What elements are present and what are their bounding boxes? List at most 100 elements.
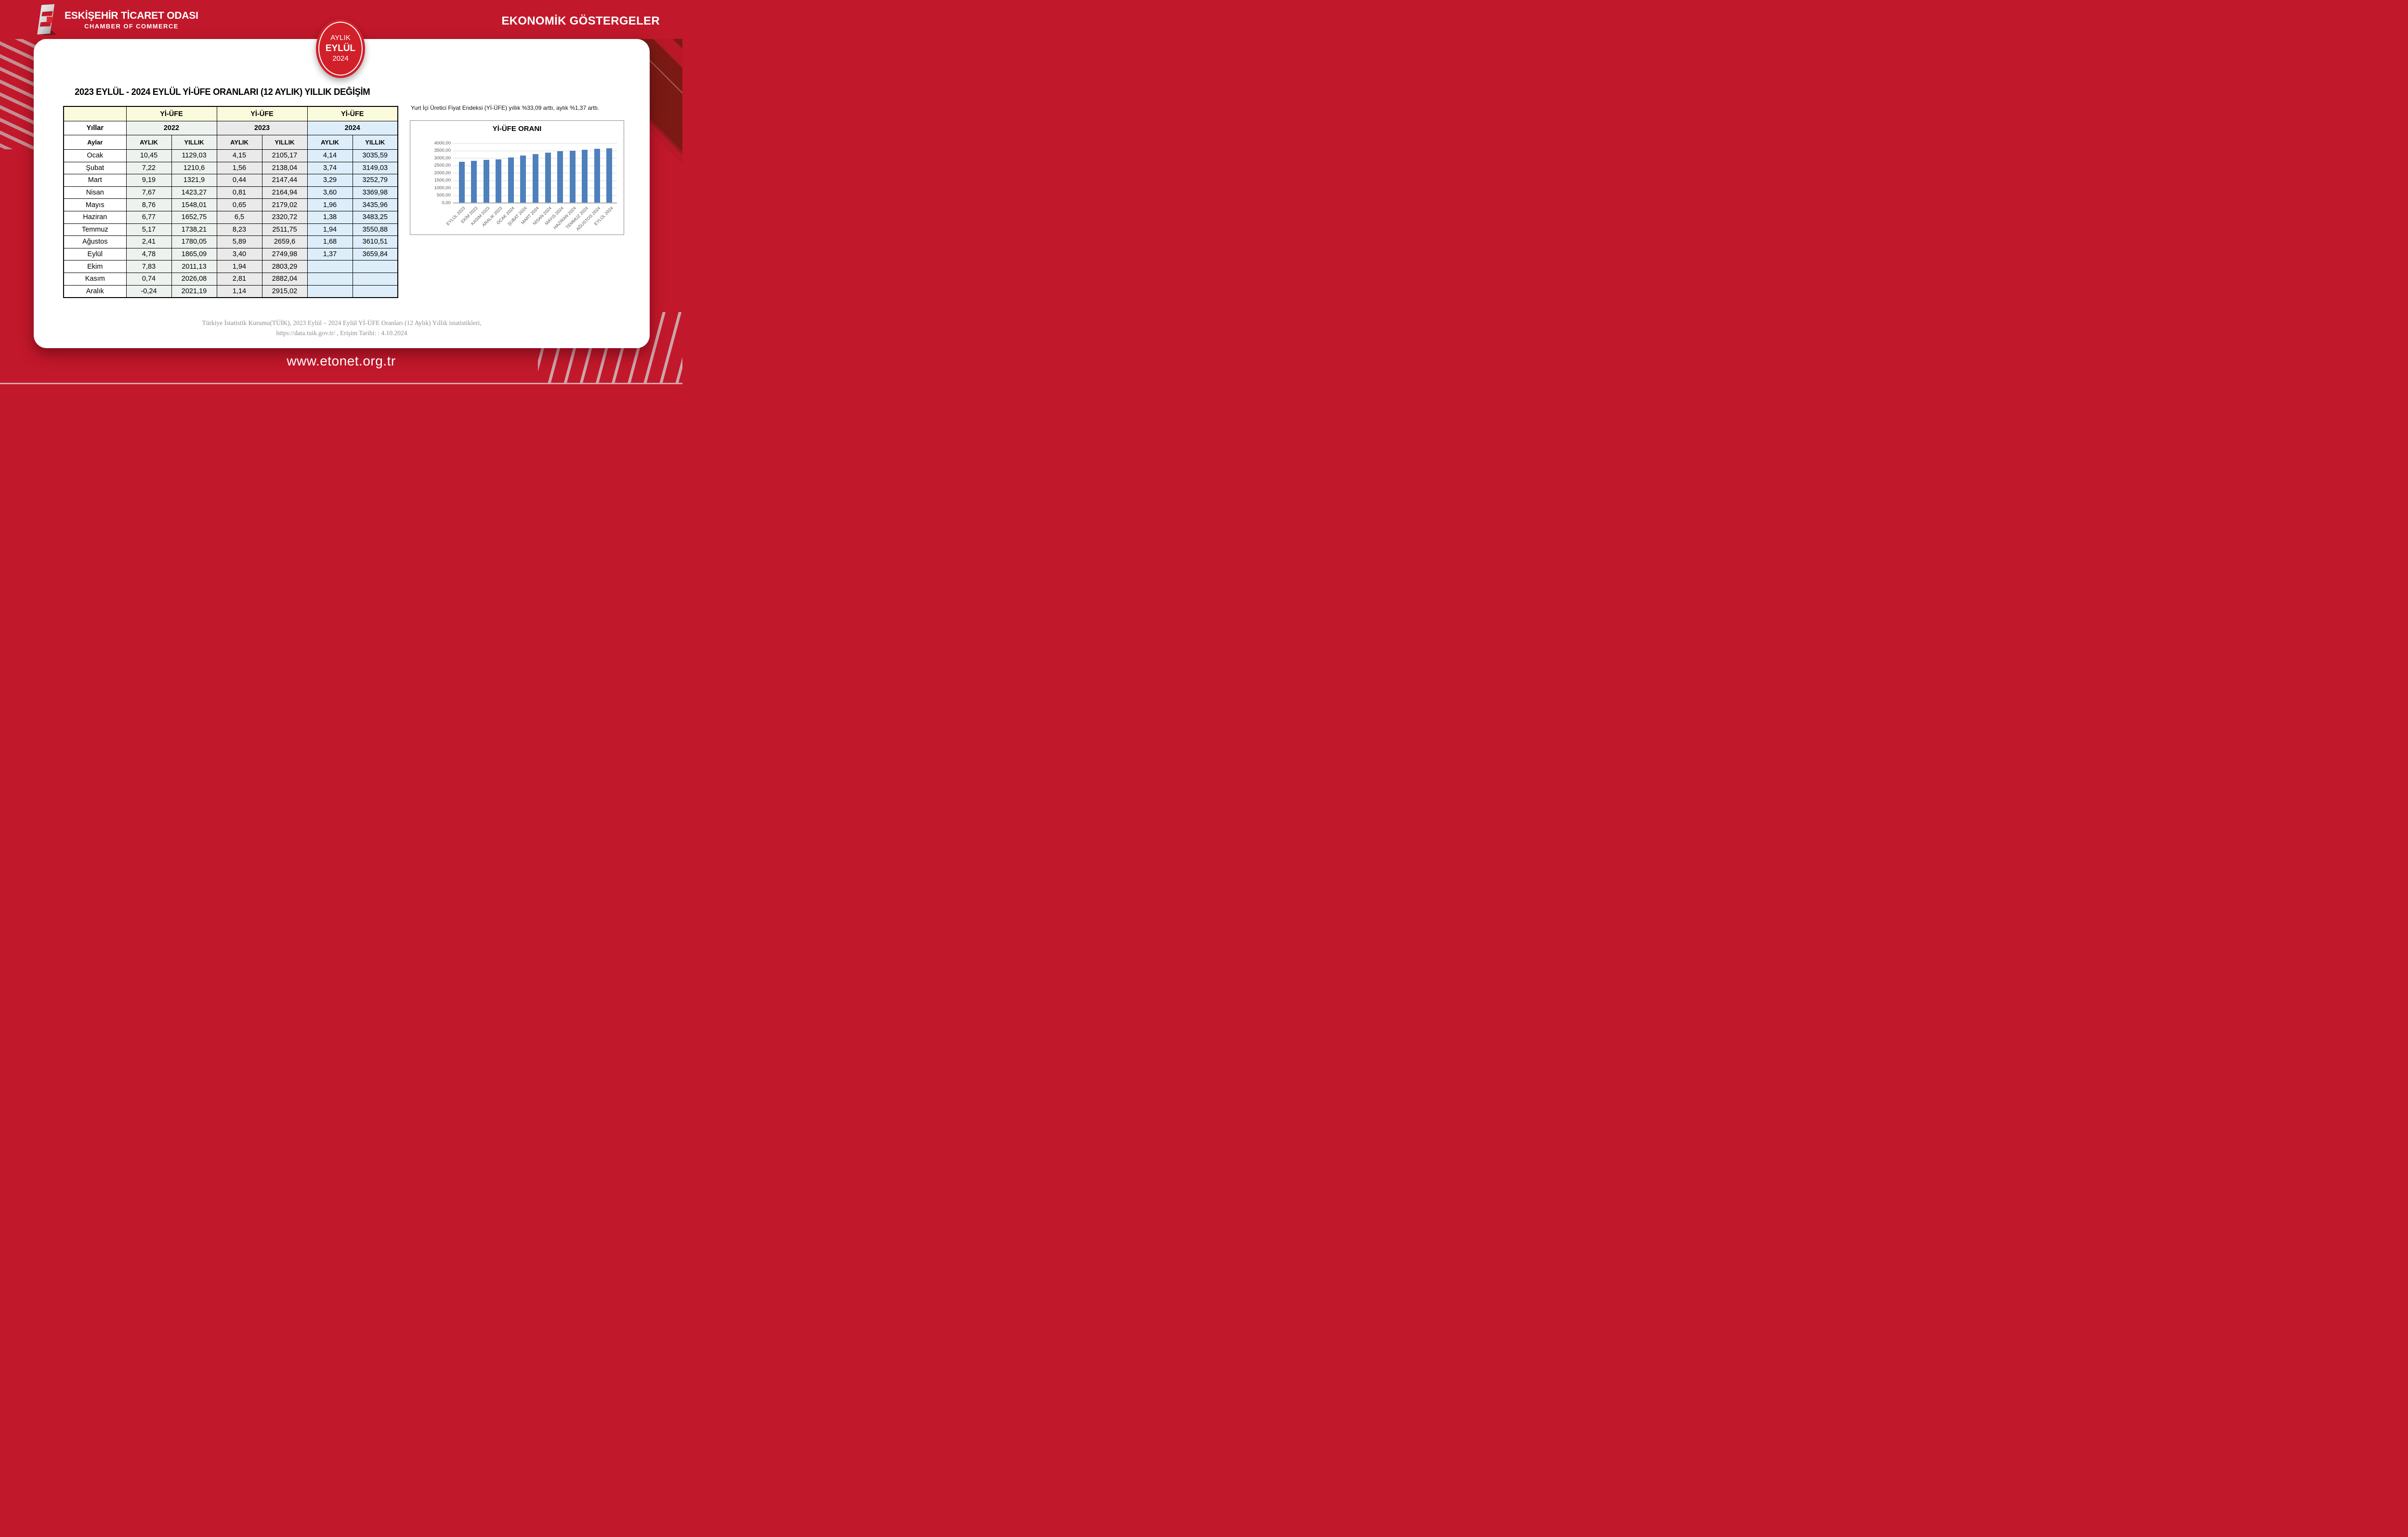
table-row: Temmuz 5,17 1738,21 8,23 2511,75 1,94 3550,88	[63, 223, 398, 236]
value-cell: 3,74	[307, 161, 353, 175]
value-cell: 2021,19	[171, 285, 217, 298]
value-cell: 0,44	[216, 174, 262, 187]
value-cell	[352, 260, 398, 273]
month-cell: Ekim	[63, 260, 127, 273]
month-cell: Ocak	[63, 149, 127, 162]
value-cell: 0,74	[126, 272, 172, 286]
table-row: Aralık -0,24 2021,19 1,14 2915,02	[63, 285, 398, 298]
value-cell: 2147,44	[262, 174, 308, 187]
y-axis-tick-label: 0,00	[442, 200, 451, 206]
month-cell: Temmuz	[63, 223, 127, 236]
subheader-cell: YILLIK	[262, 135, 308, 150]
value-cell: 6,5	[216, 210, 262, 224]
bar	[606, 148, 613, 203]
bar	[458, 161, 465, 203]
page-title: EKONOMİK GÖSTERGELER	[501, 14, 660, 27]
subheader-cell: AYLIK	[126, 135, 172, 150]
value-cell: 1,37	[307, 247, 353, 261]
bar	[533, 154, 538, 203]
value-cell: 3369,98	[352, 186, 398, 199]
value-cell: 2511,75	[262, 223, 308, 236]
subheader-cell: YILLIK	[171, 135, 217, 150]
eto-logo: ESKİŞEHİR TİCARET ODASI CHAMBER OF COMME…	[34, 4, 198, 36]
bottom-edge-line	[0, 383, 682, 384]
table-subheader-row: Aylar AYLIK YILLIK AYLIK YILLIK AYLIK YI…	[63, 135, 398, 150]
value-cell	[352, 272, 398, 286]
report-title: 2023 EYLÜL - 2024 EYLÜL Yİ-ÜFE ORANLARI …	[75, 87, 370, 97]
value-cell	[307, 272, 353, 286]
value-cell: 3435,96	[352, 198, 398, 211]
value-cell: 4,15	[216, 149, 262, 162]
value-cell: 2011,13	[171, 260, 217, 273]
month-cell: Mart	[63, 174, 127, 187]
website-text: www.etonet.org.tr	[287, 353, 396, 368]
table-row: Mart 9,19 1321,9 0,44 2147,44 3,29 3252,79	[63, 174, 398, 187]
y-axis-tick-label: 3000,00	[434, 155, 451, 161]
month-cell: Eylül	[63, 247, 127, 261]
chart-title: Yİ-ÜFE ORANI	[492, 125, 542, 133]
value-cell: 2320,72	[262, 210, 308, 224]
group-header-cell: Yİ-ÜFE	[126, 106, 217, 121]
value-cell: 8,23	[216, 223, 262, 236]
y-axis-tick-label: 2500,00	[434, 163, 451, 168]
value-cell: 3483,25	[352, 210, 398, 224]
table-row: Şubat 7,22 1210,6 1,56 2138,04 3,74 3149,03	[63, 161, 398, 175]
source-line-1: Türkiye İstatistik Kurumu(TÜİK), 2023 Ey…	[202, 319, 482, 326]
value-cell: 2749,98	[262, 247, 308, 261]
value-cell: 1129,03	[171, 149, 217, 162]
value-cell: 1210,6	[171, 161, 217, 175]
bar	[569, 151, 576, 203]
value-cell: 2803,29	[262, 260, 308, 273]
value-cell: 1321,9	[171, 174, 217, 187]
month-cell: Nisan	[63, 186, 127, 199]
logo-subtitle: CHAMBER OF COMMERCE	[84, 22, 179, 30]
value-cell: 1,14	[216, 285, 262, 298]
value-cell: 2882,04	[262, 272, 308, 286]
bar-chart: Yİ-ÜFE ORANI 4000,00 3500,00 3000,00 2500,0…	[410, 120, 624, 235]
y-axis-tick-label: 1500,00	[434, 178, 451, 183]
value-cell: 3610,51	[352, 235, 398, 248]
year-cell: 2023	[216, 121, 308, 135]
value-cell: 0,81	[216, 186, 262, 199]
bar	[520, 156, 526, 203]
y-axis-tick-label: 500,00	[436, 193, 451, 198]
value-cell: 5,17	[126, 223, 172, 236]
year-cell: 2024	[307, 121, 398, 135]
value-cell: 1,94	[307, 223, 353, 236]
page-canvas: ESKİŞEHİR TİCARET ODASI CHAMBER OF COMME…	[0, 0, 682, 384]
group-header-cell: Yİ-ÜFE	[307, 106, 398, 121]
group-header-cell: Yİ-ÜFE	[216, 106, 308, 121]
value-cell: 8,76	[126, 198, 172, 211]
value-cell: 1,38	[307, 210, 353, 224]
value-cell: -0,24	[126, 285, 172, 298]
eto-logo-mark-icon	[37, 4, 56, 36]
empty-header-cell	[63, 106, 127, 121]
value-cell: 2164,94	[262, 186, 308, 199]
table-row: Kasım 0,74 2026,08 2,81 2882,04	[63, 272, 398, 286]
table-row: Ocak 10,45 1129,03 4,15 2105,17 4,14 3035,59	[63, 149, 398, 162]
value-cell: 2105,17	[262, 149, 308, 162]
source-line-2: https://data.tuik.gov.tr/ , Erişim Tarih…	[276, 329, 407, 337]
month-cell: Aralık	[63, 285, 127, 298]
value-cell: 3035,59	[352, 149, 398, 162]
value-cell: 2026,08	[171, 272, 217, 286]
value-cell: 1548,01	[171, 198, 217, 211]
x-axis-line	[453, 202, 617, 204]
badge-year-label: 2024	[332, 54, 349, 63]
bar	[582, 149, 588, 203]
value-cell: 3,29	[307, 174, 353, 187]
bar	[557, 151, 563, 203]
table-year-row: Yıllar 2022 2023 2024	[63, 121, 398, 135]
badge-month-label: EYLÜL	[325, 43, 356, 54]
subheader-cell: AYLIK	[307, 135, 353, 150]
value-cell	[307, 260, 353, 273]
months-label-cell: Aylar	[63, 135, 127, 150]
logo-title: ESKİŞEHİR TİCARET ODASI	[65, 10, 198, 21]
data-table: Yİ-ÜFE Yİ-ÜFE Yİ-ÜFE Yıllar 2022 2023 20…	[63, 106, 398, 299]
value-cell: 3149,03	[352, 161, 398, 175]
value-cell	[352, 285, 398, 298]
y-axis-tick-label: 2000,00	[434, 170, 451, 176]
value-cell: 3,40	[216, 247, 262, 261]
value-cell: 1,68	[307, 235, 353, 248]
value-cell: 1652,75	[171, 210, 217, 224]
